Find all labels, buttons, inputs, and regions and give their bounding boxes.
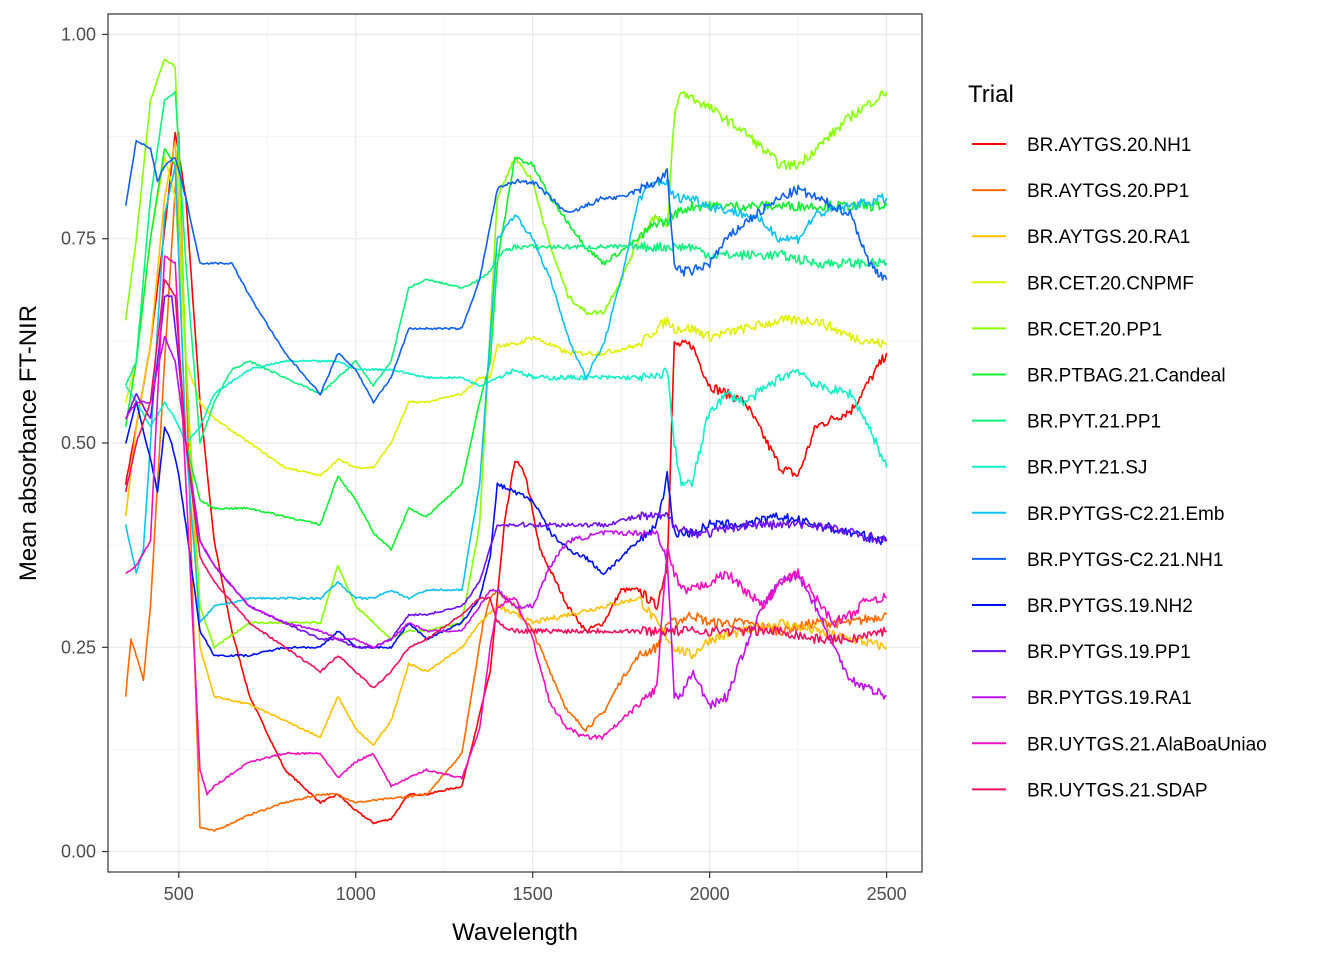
x-axis-title: Wavelength — [452, 919, 578, 946]
x-tick-label: 1500 — [513, 884, 553, 904]
y-tick-label: 0.50 — [61, 433, 96, 453]
series-line-1 — [124, 131, 888, 825]
series-line-15 — [124, 278, 887, 689]
series-line-10 — [124, 139, 888, 404]
x-tick-label: 2500 — [867, 884, 907, 904]
legend-label: BR.PYT.21.SJ — [1027, 458, 1147, 479]
series-line-6 — [124, 148, 888, 552]
series-line-14 — [125, 255, 888, 796]
legend-label: BR.PYTGS-C2.21.NH1 — [1027, 550, 1223, 571]
series-line-4 — [124, 155, 888, 477]
series-line-8 — [125, 359, 888, 488]
series-line-11 — [124, 400, 888, 658]
series-line-3 — [124, 140, 888, 747]
legend-label: BR.PYTGS.19.PP1 — [1027, 642, 1191, 663]
series-layer — [124, 58, 888, 833]
series-line-9 — [124, 165, 888, 623]
series-line-7 — [124, 90, 888, 444]
y-tick-label: 0.25 — [61, 637, 96, 657]
legend-label: BR.PTBAG.21.Candeal — [1027, 366, 1226, 387]
y-tick-label: 0.00 — [61, 842, 96, 862]
legend-items: BR.AYTGS.20.NH1 BR.AYTGS.20.PP1 BR.AYTGS.2… — [972, 135, 1267, 801]
legend-label: BR.PYT.21.PP1 — [1027, 412, 1161, 433]
legend-title: Trial — [968, 81, 1014, 108]
y-tick-label: 1.00 — [61, 24, 96, 44]
series-line-5 — [124, 58, 888, 650]
legend-label: BR.PYTGS.19.RA1 — [1027, 688, 1192, 709]
legend-label: BR.CET.20.CNPMF — [1027, 273, 1194, 294]
legend-label: BR.AYTGS.20.RA1 — [1027, 227, 1190, 248]
legend-label: BR.CET.20.PP1 — [1027, 319, 1162, 340]
legend-label: BR.AYTGS.20.NH1 — [1027, 135, 1191, 156]
legend-label: BR.AYTGS.20.PP1 — [1027, 181, 1189, 202]
legend-label: BR.PYTGS-C2.21.Emb — [1027, 504, 1224, 525]
axis-tick-labels: 500 1000 1500 2000 2500 0.00 0.25 0.50 0.75 1.00 — [61, 24, 907, 904]
legend-label: BR.UYTGS.21.AlaBoaUniao — [1027, 734, 1267, 755]
y-tick-label: 0.75 — [61, 229, 96, 249]
x-tick-label: 2000 — [690, 884, 730, 904]
legend: Trial BR.AYTGS.20.NH1BR.AYTGS.20.PP1BR.A… — [968, 81, 1267, 801]
x-tick-label: 500 — [164, 884, 194, 904]
legend-label: BR.PYTGS.19.NH2 — [1027, 596, 1193, 617]
y-axis-title: Mean absorbance FT-NIR — [15, 305, 42, 581]
series-line-12 — [124, 294, 887, 650]
legend-label: BR.UYTGS.21.SDAP — [1027, 780, 1208, 801]
axis-ticks — [102, 33, 888, 878]
x-tick-label: 1000 — [336, 884, 376, 904]
